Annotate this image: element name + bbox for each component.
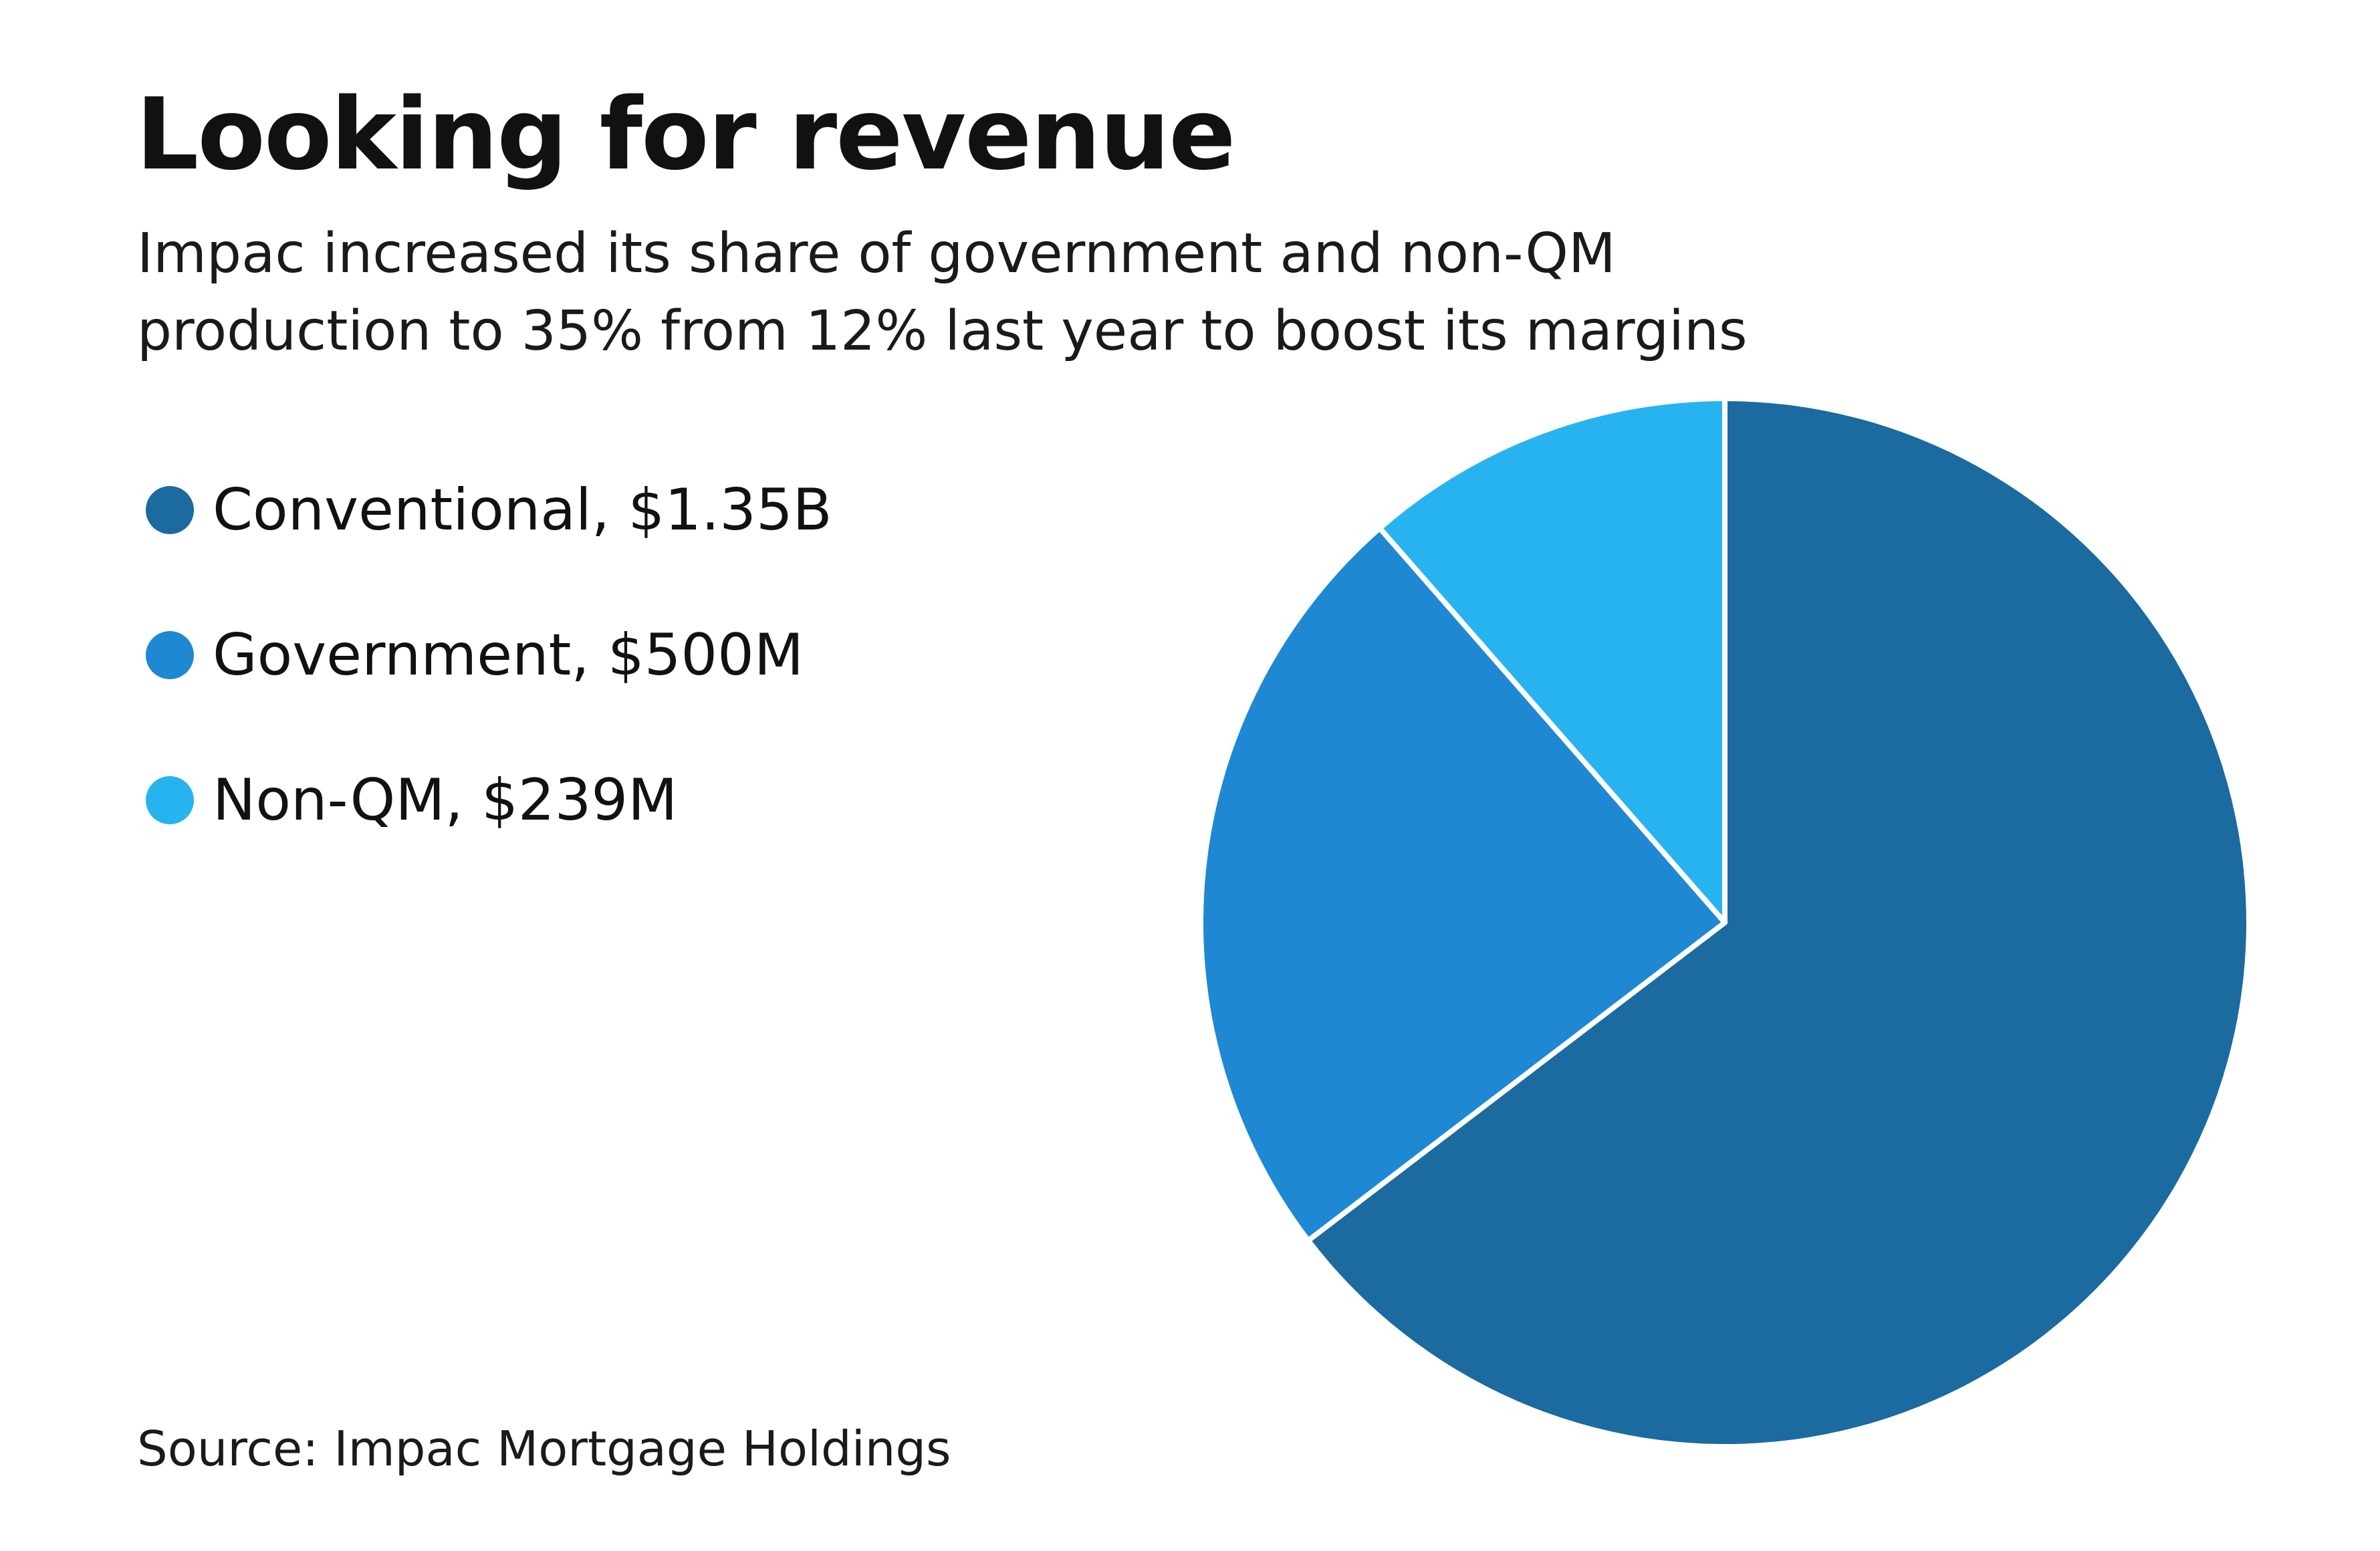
legend-item-conventional: Conventional, $1.35B xyxy=(146,468,832,552)
pie-slice-conventional xyxy=(1310,401,2246,1444)
legend-dot-conventional xyxy=(146,485,194,534)
subtitle-line-2: production to 35% from 12% last year to … xyxy=(137,299,1748,363)
legend-item-government: Government, $500M xyxy=(146,613,832,697)
source-note: Source: Impac Mortgage Holdings xyxy=(137,1421,951,1477)
legend-item-non-qm: Non-QM, $239M xyxy=(146,758,832,842)
subtitle-line-1: Impac increased its share of government … xyxy=(137,222,1616,285)
legend-label-conventional: Conventional, $1.35B xyxy=(213,476,832,544)
chart-title: Looking for revenue xyxy=(136,77,1236,192)
pie-chart xyxy=(1203,398,2246,1444)
legend-dot-non-qm xyxy=(146,776,194,824)
legend-dot-government xyxy=(146,630,194,679)
legend-label-non-qm: Non-QM, $239M xyxy=(213,766,678,834)
pie-slice-non-qm xyxy=(1381,401,1725,923)
pie-slice-government xyxy=(1203,530,1725,1239)
chart-legend: Conventional, $1.35B Government, $500M N… xyxy=(146,468,832,903)
legend-label-government: Government, $500M xyxy=(213,621,804,689)
chart-subtitle: Impac increased its share of government … xyxy=(137,215,1748,370)
pie-separator-non-qm xyxy=(1379,527,1728,925)
pie-separator-government xyxy=(1307,920,1728,1242)
